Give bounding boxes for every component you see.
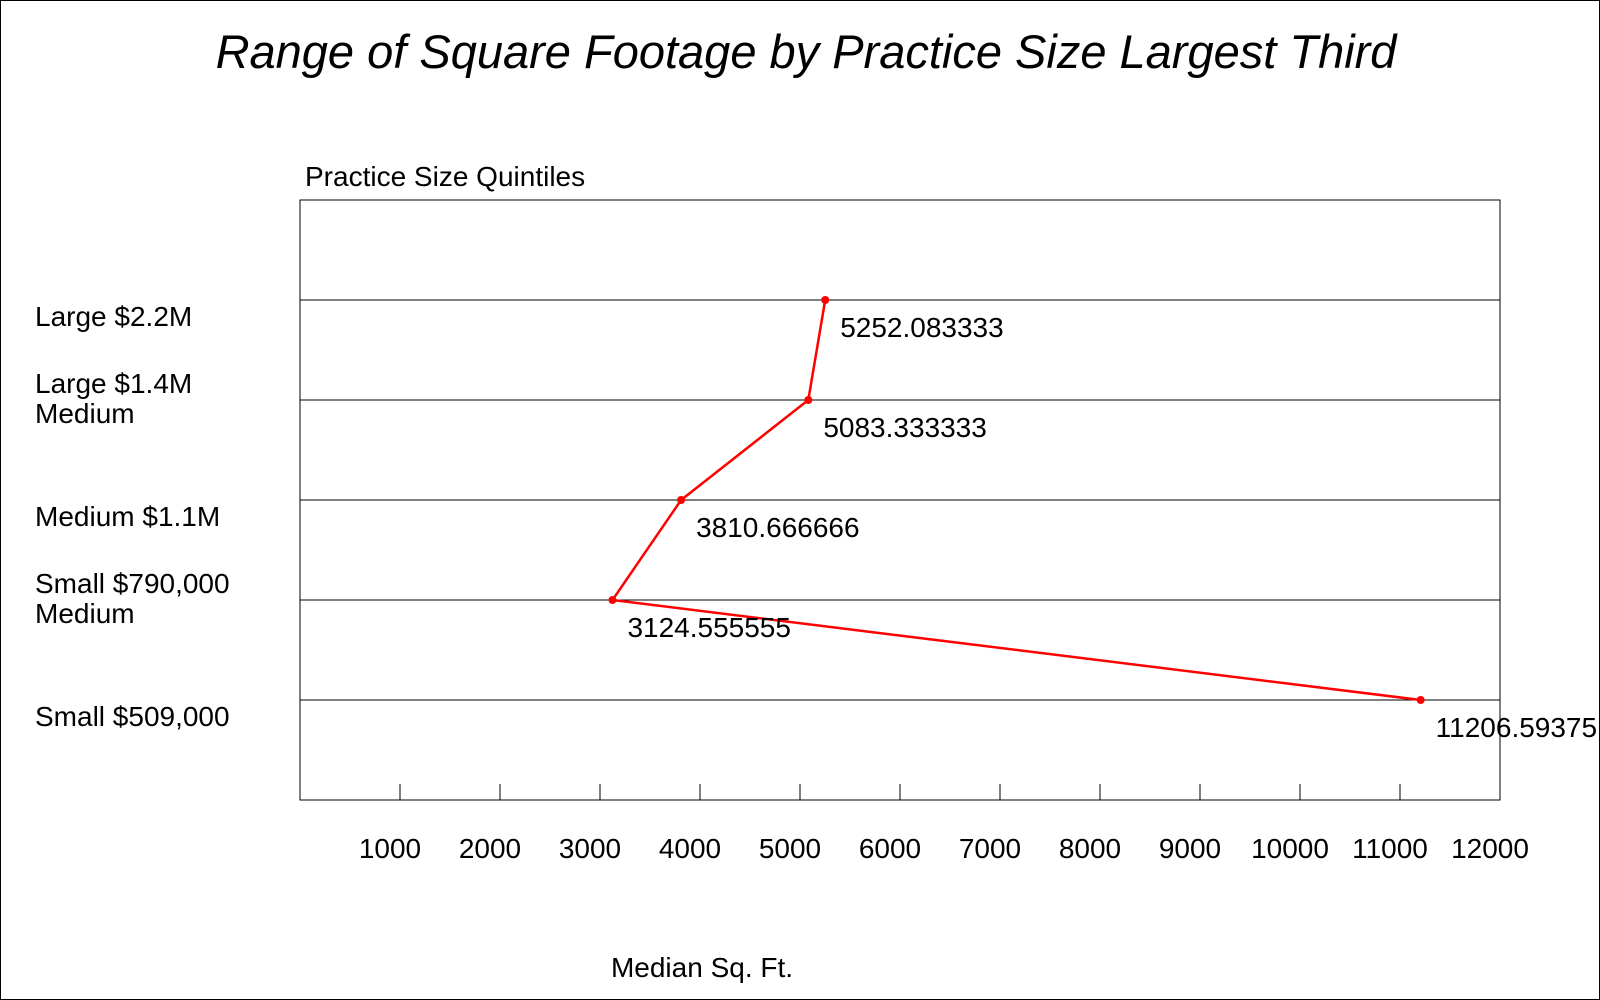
- data-label: 3124.555555: [627, 612, 791, 643]
- x-tick-label: 11000: [1352, 833, 1428, 864]
- y-category-label: Small $790,000: [35, 568, 230, 599]
- x-tick-label: 7000: [959, 833, 1021, 864]
- x-axis-ticks: 1000 2000 3000 4000 5000 6000 7000 8000 9000 1000…: [359, 784, 1529, 864]
- y-category-label: Medium: [35, 598, 135, 629]
- data-label: 11206.59375: [1436, 712, 1597, 743]
- x-tick-label: 10000: [1251, 833, 1329, 864]
- y-category-label: Medium: [35, 398, 135, 429]
- data-label: 5083.333333: [823, 412, 987, 443]
- y-category-label: Large $2.2M: [35, 301, 192, 332]
- y-category-label: Small $509,000: [35, 701, 230, 732]
- x-axis-title: Median Sq. Ft.: [611, 952, 793, 983]
- x-tick-label: 5000: [759, 833, 821, 864]
- gridlines: [300, 299, 1500, 701]
- data-point: [677, 496, 686, 504]
- data-label: 3810.666666: [696, 512, 860, 543]
- x-tick-label: 6000: [859, 833, 921, 864]
- data-point: [804, 396, 813, 404]
- y-axis-title: Practice Size Quintiles: [305, 161, 585, 192]
- data-point: [821, 296, 830, 304]
- x-tick-label: 1000: [359, 833, 421, 864]
- data-label: 5252.083333: [840, 312, 1004, 343]
- x-tick-label: 4000: [659, 833, 721, 864]
- x-tick-label: 9000: [1159, 833, 1221, 864]
- y-category-label: Medium $1.1M: [35, 501, 220, 532]
- data-point: [1416, 696, 1425, 704]
- series-line-group: 5252.083333 5083.333333 3810.666666 3124.55…: [608, 296, 1597, 743]
- x-tick-label: 8000: [1059, 833, 1121, 864]
- x-tick-label: 3000: [559, 833, 621, 864]
- data-point: [608, 596, 617, 604]
- x-tick-label: 12000: [1451, 833, 1529, 864]
- y-category-label: Large $1.4M: [35, 368, 192, 399]
- x-tick-label: 2000: [459, 833, 521, 864]
- chart-title: Range of Square Footage by Practice Size…: [216, 25, 1399, 78]
